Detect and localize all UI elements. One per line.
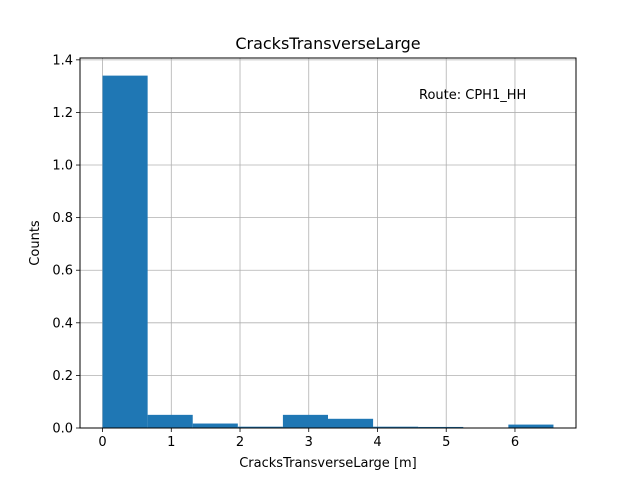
x-tick-label: 5 xyxy=(442,435,450,450)
histogram-bar-1 xyxy=(102,75,148,428)
x-tick-label: 2 xyxy=(236,435,244,450)
histogram-bar-4 xyxy=(237,426,283,428)
y-tick-label: 0.2 xyxy=(52,369,73,384)
y-axis-ticks: 0.0 0.2 0.4 0.6 0.8 1.0 1.2 1.4 xyxy=(52,53,80,437)
y-tick-label: 0.8 xyxy=(52,211,73,226)
histogram-bars xyxy=(102,75,554,428)
x-tick-label: 0 xyxy=(98,435,106,450)
histogram-bar-5 xyxy=(282,414,328,428)
x-tick-label: 4 xyxy=(373,435,381,450)
x-tick-label: 6 xyxy=(511,435,519,450)
y-axis-label: Counts xyxy=(28,220,43,266)
plot-frame xyxy=(79,57,577,429)
histogram-bar-6 xyxy=(328,418,374,428)
y-tick-label: 0.0 xyxy=(52,422,73,437)
y-tick-label: 1.2 xyxy=(52,106,73,121)
x-tick-label: 3 xyxy=(305,435,313,450)
plot-area xyxy=(80,58,576,428)
y-tick-label: 1.0 xyxy=(52,159,73,174)
chart-title: CracksTransverseLarge xyxy=(235,34,420,53)
y-tick-label: 0.6 xyxy=(52,264,73,279)
x-axis-ticks: 0 1 2 3 4 5 6 xyxy=(98,428,519,450)
histogram-bar-7 xyxy=(373,426,419,428)
histogram-bar-10 xyxy=(508,424,554,428)
y-tick-label: 0.4 xyxy=(52,316,73,331)
y-tick-label: 1.4 xyxy=(52,53,73,68)
histogram-bar-2 xyxy=(147,414,193,428)
x-tick-label: 1 xyxy=(167,435,175,450)
x-axis-label: CracksTransverseLarge [m] xyxy=(239,456,417,471)
route-annotation: Route: CPH1_HH xyxy=(419,88,526,103)
histogram-bar-3 xyxy=(192,423,238,428)
histogram-bar-8 xyxy=(418,426,464,428)
